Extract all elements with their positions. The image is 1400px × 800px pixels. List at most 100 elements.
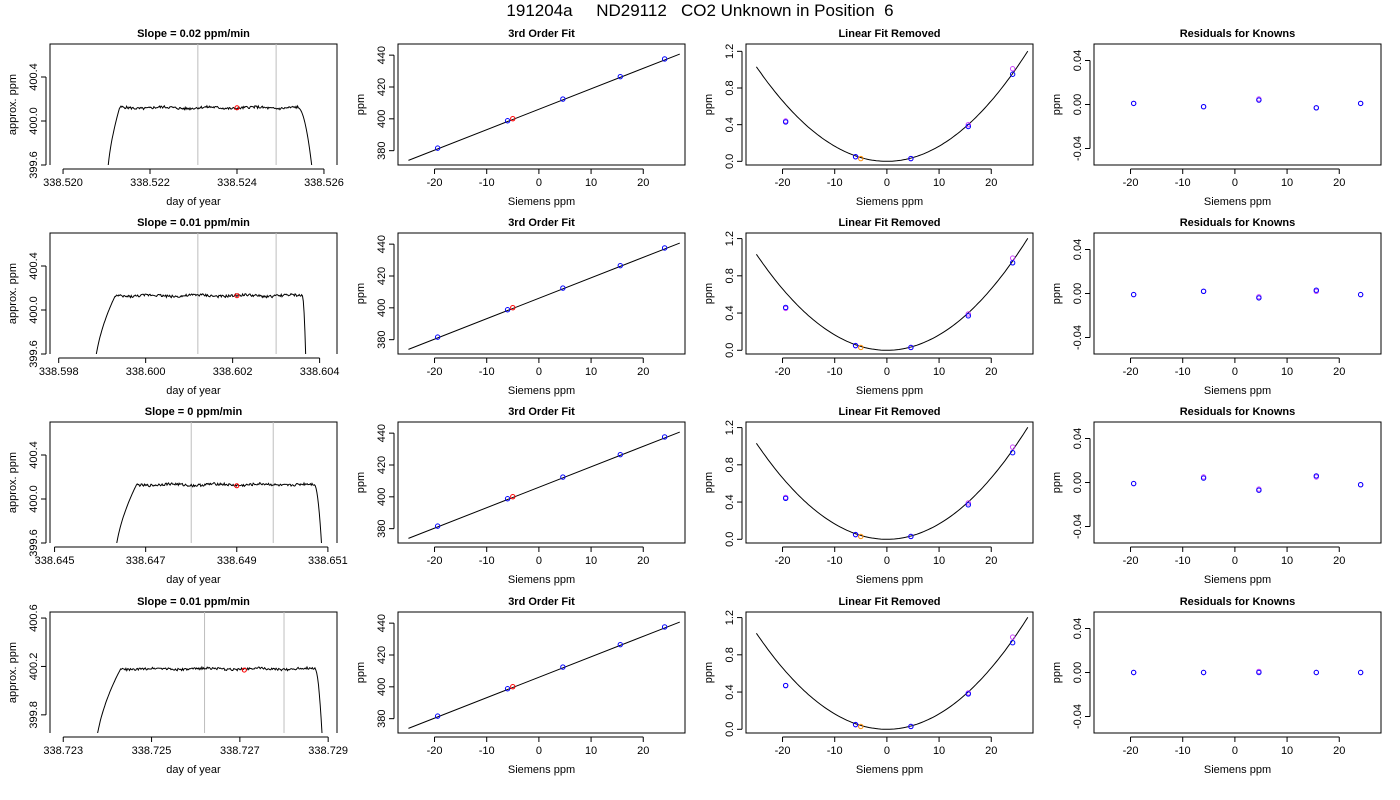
plot-frame: [745, 421, 1034, 544]
plot-frame: [745, 43, 1034, 166]
x-tick-label: 20: [637, 555, 649, 567]
known-point: [617, 641, 623, 648]
chart-title: Residuals for Knowns: [1180, 28, 1296, 40]
unknown-point: [510, 683, 516, 690]
chart-panel-residuals-row-0: Residuals for Knowns -20 -10 0 10 20 Siemens p…: [1051, 28, 1382, 208]
y-axis-label: ppm: [1051, 662, 1063, 683]
y-tick-label: 400.4: [28, 63, 40, 91]
unknown-point: [234, 483, 240, 489]
x-axis-label: day of year: [166, 764, 221, 776]
y-tick-label: 440: [376, 614, 388, 632]
x-axis-label: Siemens ppm: [1204, 764, 1271, 776]
x-tick-label: -10: [827, 745, 843, 757]
x-tick-label: 0: [1232, 366, 1238, 378]
known-point: [661, 56, 668, 62]
chart-title: Residuals for Knowns: [1180, 596, 1296, 608]
y-tick-label: 0.8: [724, 647, 736, 662]
chart-title: Residuals for Knowns: [1180, 406, 1296, 418]
y-axis-label: ppm: [355, 94, 367, 115]
chart-panel-linear_removed-row-3: Linear Fit Removed -20 -10 0 10 20 Siemens ppm…: [703, 596, 1034, 776]
y-tick-label: 400: [376, 299, 388, 317]
y-tick-label: 420: [376, 267, 388, 285]
unknown-point: [241, 667, 247, 673]
x-axis-label: day of year: [166, 574, 221, 586]
plot-frame: [1093, 232, 1382, 355]
plot-frame: [1093, 611, 1382, 734]
x-tick-label: -10: [827, 555, 843, 567]
known-point: [782, 304, 789, 311]
x-tick-label: 338.729: [308, 745, 348, 757]
y-tick-label: 400.0: [28, 296, 40, 324]
known-point: [782, 682, 789, 689]
y-tick-label: 380: [376, 519, 388, 537]
chart-panel-raw-row-0: Slope = 0.02 ppm/min 338.520 338.522 338.52…: [7, 28, 344, 208]
plot-area: [408, 621, 680, 729]
x-tick-label: -20: [775, 177, 791, 189]
x-tick-label: 20: [985, 745, 997, 757]
known-point: [617, 262, 623, 269]
y-tick-label: 0.00: [1072, 472, 1084, 493]
y-tick-label: 0.4: [724, 494, 736, 509]
known-point: [661, 624, 668, 630]
known-point: [504, 496, 511, 502]
y-tick-label: 0.04: [1072, 618, 1084, 639]
unknown-point: [510, 115, 516, 122]
known-point: [908, 533, 914, 540]
x-tick-label: -10: [1175, 366, 1191, 378]
known-point: [504, 307, 511, 313]
y-tick-label: 0.0: [724, 343, 736, 358]
y-tick-label: 0.4: [724, 305, 736, 320]
x-tick-label: 10: [933, 745, 945, 757]
x-tick-label: 20: [637, 366, 649, 378]
x-tick-label: -10: [479, 366, 495, 378]
x-tick-label: -20: [775, 366, 791, 378]
known-point: [1200, 288, 1207, 294]
y-axis-label: ppm: [355, 283, 367, 304]
data-trace: [97, 665, 323, 733]
fit-line: [408, 621, 680, 729]
chart-panel-residuals-row-2: Residuals for Knowns -20 -10 0 10 20 Siemens p…: [1051, 406, 1382, 586]
y-tick-label: -0.04: [1072, 514, 1084, 539]
plot-area: [1130, 287, 1364, 301]
x-tick-label: 0: [536, 745, 542, 757]
y-tick-label: 420: [376, 456, 388, 474]
plot-area: [755, 50, 1029, 162]
x-tick-label: -10: [827, 366, 843, 378]
x-tick-label: 10: [585, 366, 597, 378]
quadratic-curve: [755, 238, 1029, 351]
x-tick-label: 0: [1232, 555, 1238, 567]
chart-title: Linear Fit Removed: [838, 406, 940, 418]
chart-title: Slope = 0.01 ppm/min: [137, 596, 250, 608]
known-point: [1357, 100, 1364, 107]
known-point: [1130, 100, 1137, 107]
y-tick-label: 400: [376, 488, 388, 506]
chart-panel-linear_removed-row-0: Linear Fit Removed -20 -10 0 10 20 Siemens ppm…: [703, 28, 1034, 208]
x-tick-label: 338.647: [126, 555, 166, 567]
y-axis-label: ppm: [355, 662, 367, 683]
known-point: [1313, 287, 1319, 293]
y-axis-label: approx. ppm: [7, 263, 19, 324]
y-axis-label: ppm: [703, 662, 715, 683]
y-axis-label: approx. ppm: [7, 74, 19, 135]
x-tick-label: 10: [585, 745, 597, 757]
fit-line: [408, 431, 680, 539]
y-tick-label: 0.04: [1072, 50, 1084, 71]
known-alt-point: [965, 500, 971, 506]
y-tick-label: 400: [376, 678, 388, 696]
x-tick-label: 338.526: [304, 177, 344, 189]
plot-frame: [397, 232, 686, 355]
x-axis-label: Siemens ppm: [508, 764, 575, 776]
known-point: [1009, 450, 1016, 456]
known-point: [1009, 640, 1016, 646]
y-tick-label: 400.2: [28, 653, 40, 681]
y-axis-label: ppm: [1051, 94, 1063, 115]
y-tick-label: 380: [376, 709, 388, 727]
chart-panel-raw-row-1: Slope = 0.01 ppm/min 338.598 338.600 338.60…: [7, 217, 339, 397]
chart-title: Linear Fit Removed: [838, 28, 940, 40]
y-tick-label: 0.0: [724, 532, 736, 547]
plot-frame: [1093, 43, 1382, 166]
unknown-point: [234, 105, 240, 111]
chart-title: 3rd Order Fit: [508, 217, 575, 229]
y-tick-label: 380: [376, 141, 388, 159]
known-point: [661, 434, 668, 440]
